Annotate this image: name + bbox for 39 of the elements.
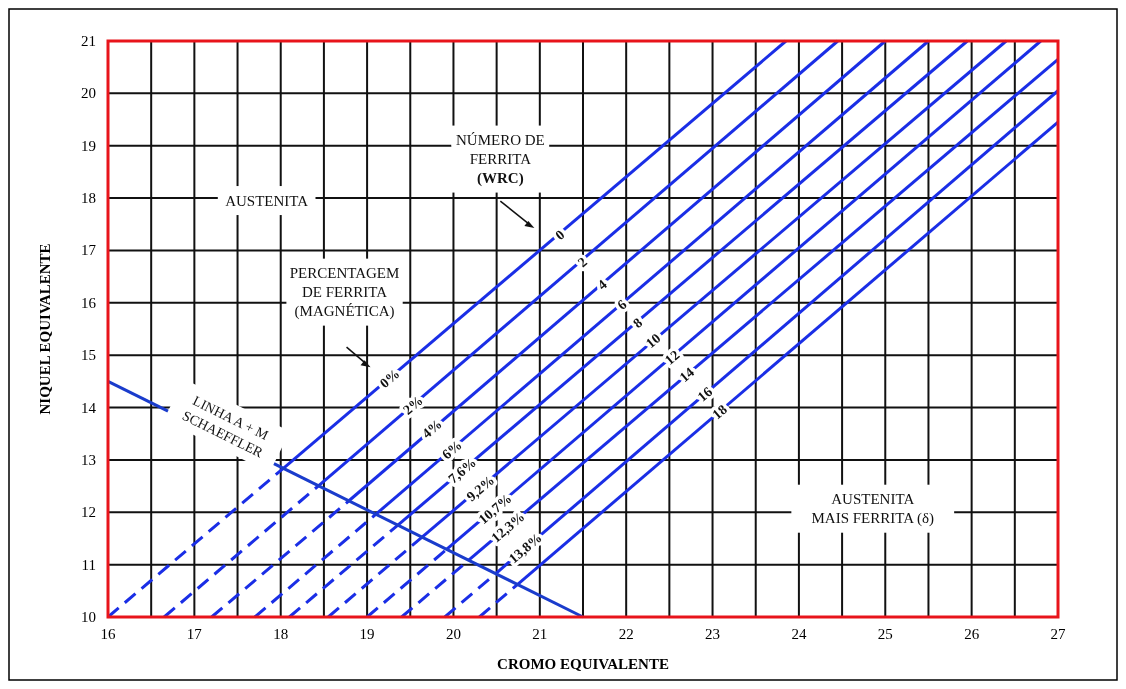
- y-tick-label: 19: [81, 137, 96, 154]
- y-tick-label: 17: [81, 242, 97, 259]
- annotation: NÚMERO DE FERRITA (WRC): [455, 132, 545, 188]
- y-tick-label: 12: [81, 504, 96, 521]
- x-axis-title: CROMO EQUIVALENTE: [497, 656, 669, 672]
- x-tick-label: 17: [186, 626, 203, 642]
- annotation: 0%: [376, 366, 403, 392]
- y-tick-label: 20: [81, 85, 96, 102]
- y-tick-label: 13: [81, 451, 96, 468]
- annotation: 8: [630, 315, 646, 331]
- annotation: AUSTENITA: [225, 192, 309, 209]
- annotation: PERCENTAGEM DE FERRITA (MAGNÉTICA): [289, 265, 400, 321]
- x-tick-label: 19: [359, 626, 375, 642]
- annotation: AUSTENITA MAIS FERRITA (δ): [811, 491, 935, 528]
- y-tick-label: 16: [81, 294, 97, 311]
- annotation: 4%: [419, 416, 445, 442]
- x-tick-label: 24: [791, 626, 807, 642]
- x-tick-label: 26: [964, 626, 980, 642]
- annotation: 10: [643, 330, 664, 352]
- annotation: 2%: [400, 392, 426, 418]
- x-tick-label: 21: [532, 626, 548, 642]
- y-tick-label: 11: [81, 556, 96, 573]
- annotation: 4: [594, 276, 610, 293]
- annotation: 2: [574, 254, 590, 271]
- annotation: 0: [552, 227, 568, 244]
- y-tick-label: 14: [81, 399, 97, 416]
- x-tick-label: 16: [100, 626, 116, 642]
- y-tick-label: 10: [81, 609, 96, 625]
- x-tick-label: 23: [705, 626, 721, 642]
- y-tick-label: 18: [81, 190, 96, 207]
- x-tick-label: 25: [877, 626, 893, 642]
- x-tick-label: 27: [1050, 626, 1066, 642]
- annotation: 6: [614, 296, 630, 313]
- y-tick-label: 21: [81, 33, 96, 49]
- x-tick-label: 22: [618, 626, 634, 642]
- x-tick-label: 18: [273, 626, 289, 642]
- y-tick-label: 15: [81, 347, 96, 364]
- y-axis-title: NIQUEL EQUIVALENTE: [37, 243, 53, 415]
- x-tick-label: 20: [445, 626, 461, 642]
